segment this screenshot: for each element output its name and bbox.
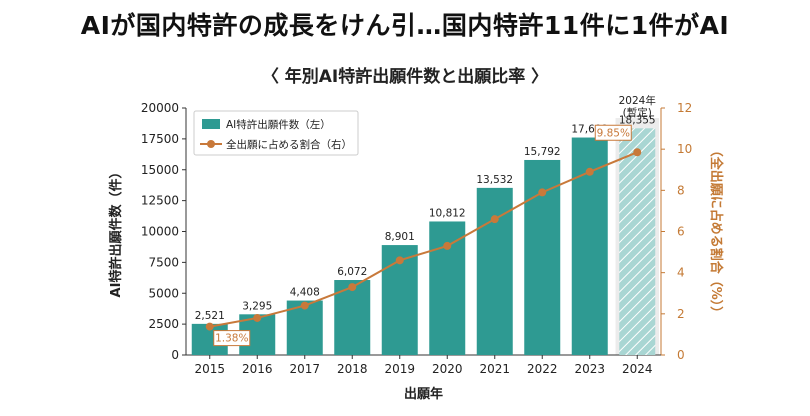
ratio-label: 9.85% <box>597 127 630 139</box>
bar-value-label: 18,355 <box>619 114 656 126</box>
x-axis-label: 出願年 <box>404 386 443 402</box>
ratio-point-2019 <box>395 256 404 265</box>
ratio-label-box <box>213 330 251 347</box>
headline: AIが国内特許の成長をけん引…国内特許11件に1件がAI <box>80 11 730 40</box>
x-tick-label: 2023 <box>574 362 605 376</box>
bar-value-label: 10,812 <box>429 207 466 219</box>
x-tick-label: 2016 <box>242 362 273 376</box>
ratio-point-2018 <box>348 283 357 292</box>
bar-value-label: 6,072 <box>337 266 367 278</box>
x-tick-label: 2021 <box>479 362 510 376</box>
y2-tick-label: 8 <box>677 183 685 197</box>
bar-2020 <box>429 221 466 355</box>
y-tick-label: 0 <box>171 348 179 362</box>
ratio-point-2015 <box>205 322 214 331</box>
x-tick-label: 2017 <box>289 362 320 376</box>
ratio-point-2022 <box>538 188 547 197</box>
x-tick-label: 2018 <box>337 362 368 376</box>
x-tick-label: 2022 <box>527 362 558 376</box>
provisional-label: (暫定) <box>623 106 652 119</box>
bar-value-label: 13,532 <box>476 174 513 186</box>
bar-value-label: 2,521 <box>195 310 225 322</box>
y2-tick-label: 2 <box>677 307 685 321</box>
y2-tick-label: 4 <box>677 266 685 280</box>
y2-tick-label: 12 <box>677 101 692 115</box>
y-axis-label: AI特許出願件数（件） <box>108 166 124 298</box>
legend-bar-label: AI特許出願件数（左） <box>226 118 331 131</box>
ratio-point-2017 <box>300 301 309 310</box>
y-tick-label: 2500 <box>148 317 179 331</box>
x-tick-label: 2015 <box>194 362 225 376</box>
x-tick-label: 2020 <box>432 362 463 376</box>
y2-tick-label: 10 <box>677 142 692 156</box>
ratio-point-2021 <box>490 215 499 224</box>
ratio-point-2020 <box>443 241 452 250</box>
ratio-point-2016 <box>253 313 262 322</box>
legend-bar-swatch <box>202 119 220 129</box>
y-tick-label: 15000 <box>141 163 179 177</box>
x-tick-label: 2019 <box>384 362 415 376</box>
bar-2024 <box>619 128 656 355</box>
y2-axis-label: （全出願に占める割合（%）） <box>708 144 724 320</box>
y-tick-label: 17500 <box>141 132 179 146</box>
y2-tick-label: 0 <box>677 348 685 362</box>
y-tick-label: 20000 <box>141 101 179 115</box>
provisional-label: 2024年 <box>619 94 656 107</box>
bar-value-label: 4,408 <box>290 287 320 299</box>
bar-value-label: 3,295 <box>242 300 272 312</box>
ratio-label: 1.38% <box>215 333 248 345</box>
y-tick-label: 7500 <box>148 255 179 269</box>
y-tick-label: 5000 <box>148 286 179 300</box>
ratio-line <box>209 151 638 328</box>
x-tick-label: 2024 <box>622 362 653 376</box>
ratio-point-2023 <box>585 167 594 176</box>
bar-value-label: 8,901 <box>385 231 415 243</box>
bar-value-label: 15,792 <box>524 146 561 158</box>
y-tick-label: 10000 <box>141 225 179 239</box>
legend-line-marker <box>207 140 215 148</box>
ratio-point-2024 <box>633 148 642 157</box>
y2-tick-label: 6 <box>677 225 685 239</box>
chart-subtitle: 〈 年別AI特許出願件数と出願比率 〉 <box>261 67 549 87</box>
legend-box <box>193 110 359 156</box>
y-tick-label: 12500 <box>141 194 179 208</box>
ratio-label-box <box>594 124 632 141</box>
legend-line-label: 全出願に占める割合（右） <box>226 138 352 151</box>
